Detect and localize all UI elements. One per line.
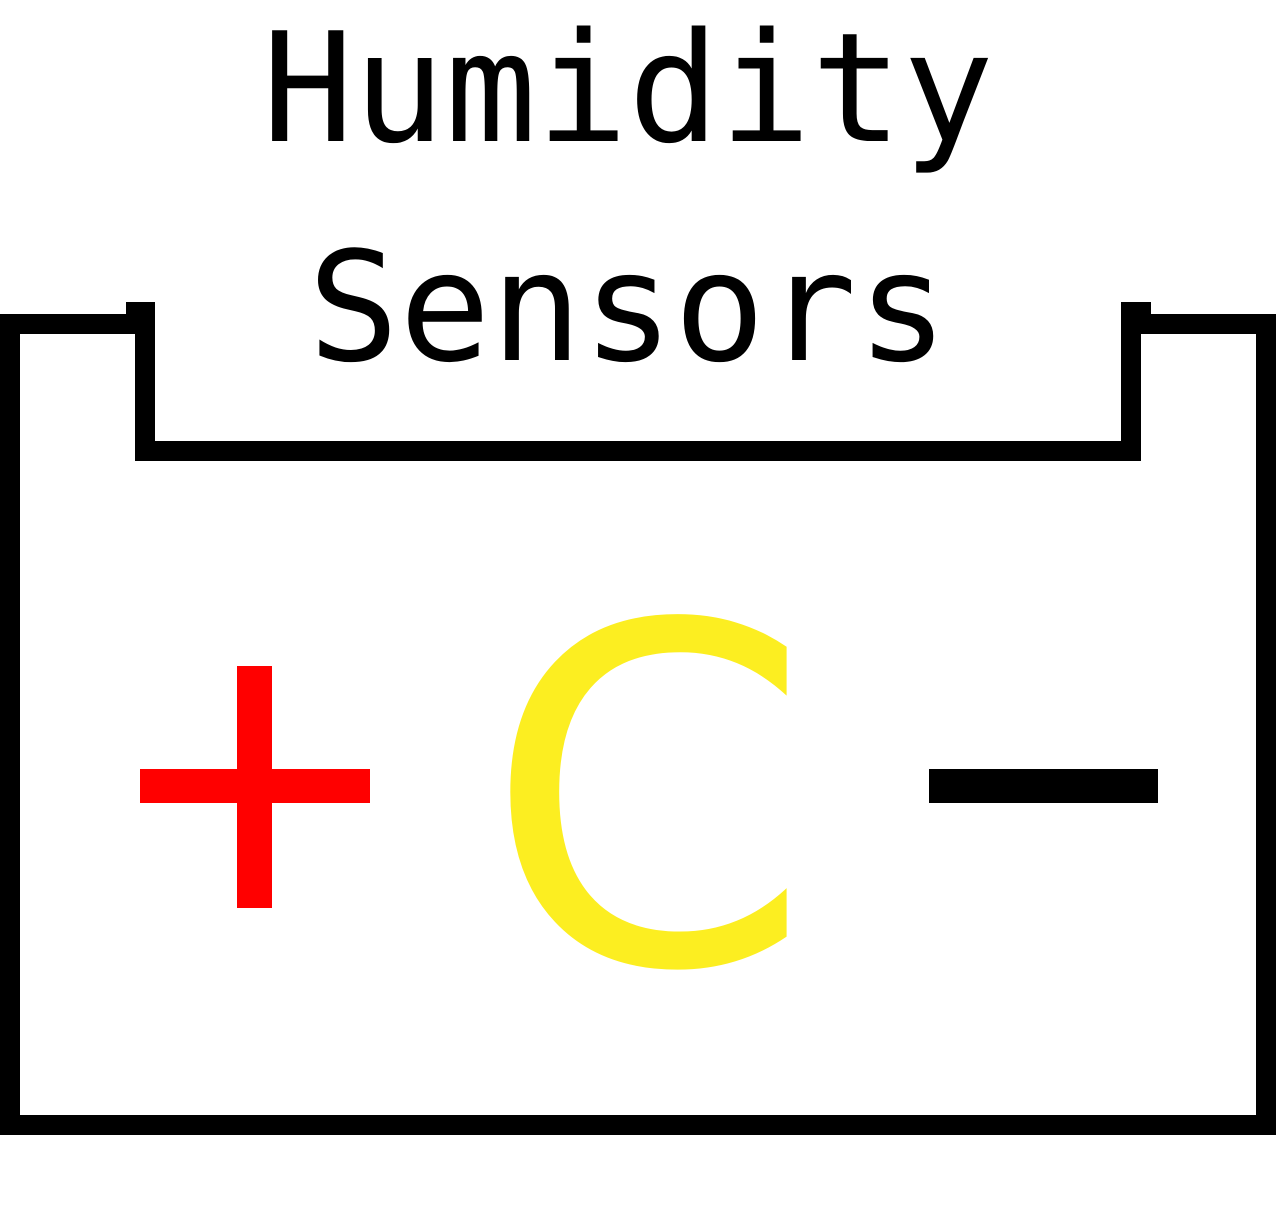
center-letter-c: C: [484, 527, 812, 1074]
minus-sign-icon: [929, 769, 1158, 803]
plus-sign-vertical: [237, 666, 272, 908]
housing-outline: [0, 302, 1276, 1135]
plus-sign-icon: [140, 666, 370, 908]
title-line-2: Sensors: [308, 219, 949, 396]
title-line-1: Humidity: [262, 0, 994, 177]
